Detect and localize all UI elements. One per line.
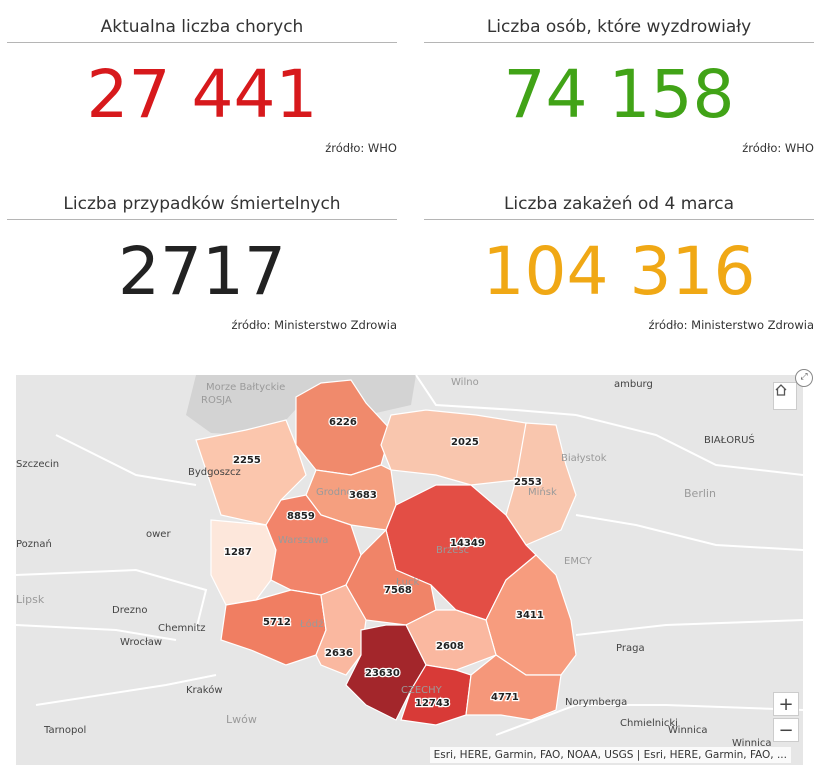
place-label: Łuck — [395, 577, 419, 588]
place-label: Tarnopol — [43, 725, 86, 736]
recovered-value: 74 158 — [503, 56, 735, 133]
place-label: Morze Bałtyckie — [206, 382, 285, 393]
place-label: Norymberga — [565, 697, 627, 708]
recovered-panel: Liczba osób, które wyzdrowiały 74 158 źr… — [424, 12, 814, 155]
deaths-value: 2717 — [118, 233, 286, 310]
region-podkarpackie[interactable] — [465, 654, 562, 721]
zoom-out-button[interactable]: − — [773, 718, 799, 742]
value-label-opolskie: 2636 — [325, 648, 353, 659]
place-label: Winnica — [668, 725, 708, 736]
fullscreen-icon[interactable]: ⤢ — [795, 369, 813, 387]
place-label: Chemnitz — [158, 623, 206, 634]
deaths-panel: Liczba przypadków śmiertelnych 2717 źród… — [7, 189, 397, 332]
value-label-lubelskie: 3411 — [516, 610, 544, 621]
infections-value: 104 316 — [482, 233, 756, 310]
place-label: Brześć — [436, 544, 469, 556]
place-label: amburg — [614, 379, 653, 390]
infections-panel: Liczba zakażeń od 4 marca 104 316 źródło… — [424, 189, 814, 332]
active-cases-value: 27 441 — [86, 56, 318, 133]
value-label-wielkopolskie: 8859 — [287, 511, 315, 522]
value-label-dolnoslaskie: 5712 — [263, 617, 291, 628]
region-zachodniopomorskie[interactable] — [195, 419, 307, 526]
active-cases-source: źródło: WHO — [325, 141, 397, 155]
zoom-in-label: + — [778, 693, 794, 715]
place-label: EMCY — [564, 556, 593, 567]
value-label-lodzkie: 7568 — [384, 585, 412, 596]
zoom-out-label: − — [778, 719, 794, 741]
region-opolskie[interactable] — [315, 584, 367, 676]
value-label-swietokrzyskie: 2608 — [436, 641, 464, 652]
place-label: Bydgoszcz — [188, 467, 241, 478]
place-label: BIAŁORUŚ — [704, 433, 755, 446]
place-label: Warszawa — [278, 535, 328, 546]
value-label-malopolskie: 12743 — [415, 698, 450, 709]
value-label-kujawsko-pomorskie: 3683 — [349, 490, 377, 501]
infections-title: Liczba zakażeń od 4 marca — [424, 189, 814, 220]
place-label: Winnica — [732, 738, 772, 749]
value-label-warminsko-mazurskie: 2025 — [451, 437, 479, 448]
choropleth-map[interactable]: Morze Bałtyckie ROSJA Wilno amburg Szcze… — [16, 375, 803, 765]
place-label: Poznań — [16, 538, 52, 550]
place-label: Grodno — [316, 487, 353, 498]
region-value-labels: 6226 2025 2255 3683 2553 1287 8859 14349… — [223, 416, 545, 711]
place-label: Chmielnicki — [620, 718, 678, 729]
map-attribution: Esri, HERE, Garmin, FAO, NOAA, USGS | Es… — [429, 747, 791, 763]
value-label-lubuskie: 1287 — [224, 547, 252, 558]
place-label: Berlin — [684, 487, 716, 500]
value-label-slaskie: 23630 — [365, 668, 400, 679]
place-label: Kraków — [186, 684, 223, 696]
place-label: Mińsk — [528, 486, 557, 498]
recovered-title: Liczba osób, które wyzdrowiały — [424, 12, 814, 43]
deaths-title: Liczba przypadków śmiertelnych — [7, 189, 397, 220]
value-label-zachodniopomorskie: 2255 — [233, 455, 261, 466]
place-label: Praga — [616, 643, 645, 654]
place-label: Wilno — [451, 377, 479, 388]
neighbour-borders — [16, 375, 803, 736]
place-label: Drezno — [112, 605, 147, 616]
recovered-source: źródło: WHO — [742, 141, 814, 155]
active-cases-title: Aktualna liczba chorych — [7, 12, 397, 43]
value-label-podkarpackie: 4771 — [491, 692, 519, 703]
place-label: Łódź — [299, 618, 323, 630]
baltic-sea — [186, 375, 416, 435]
place-label: Wrocław — [120, 637, 162, 648]
deaths-source: źródło: Ministerstwo Zdrowia — [231, 318, 397, 332]
home-icon — [775, 384, 787, 396]
infections-source: źródło: Ministerstwo Zdrowia — [648, 318, 814, 332]
place-labels: Morze Bałtyckie ROSJA Wilno amburg Szcze… — [16, 377, 772, 749]
map-canvas[interactable]: Morze Bałtyckie ROSJA Wilno amburg Szcze… — [16, 375, 803, 765]
place-label: CZECHY — [401, 685, 443, 696]
place-label: Lwów — [226, 713, 257, 726]
region-slaskie[interactable] — [345, 624, 427, 721]
region-lubuskie[interactable] — [210, 519, 277, 606]
place-label: ower — [146, 529, 171, 540]
home-button[interactable] — [773, 382, 797, 410]
zoom-in-button[interactable]: + — [773, 692, 799, 716]
place-label: Lipsk — [16, 593, 45, 606]
value-label-pomorskie: 6226 — [329, 417, 357, 428]
place-label: ROSJA — [201, 395, 232, 406]
value-label-mazowieckie: 14349 — [450, 538, 485, 549]
region-podlaskie[interactable] — [505, 422, 577, 546]
value-label-podlaskie: 2553 — [514, 477, 542, 488]
place-label: Białystok — [561, 453, 607, 464]
active-cases-panel: Aktualna liczba chorych 27 441 źródło: W… — [7, 12, 397, 155]
place-label: Szczecin — [16, 459, 59, 470]
